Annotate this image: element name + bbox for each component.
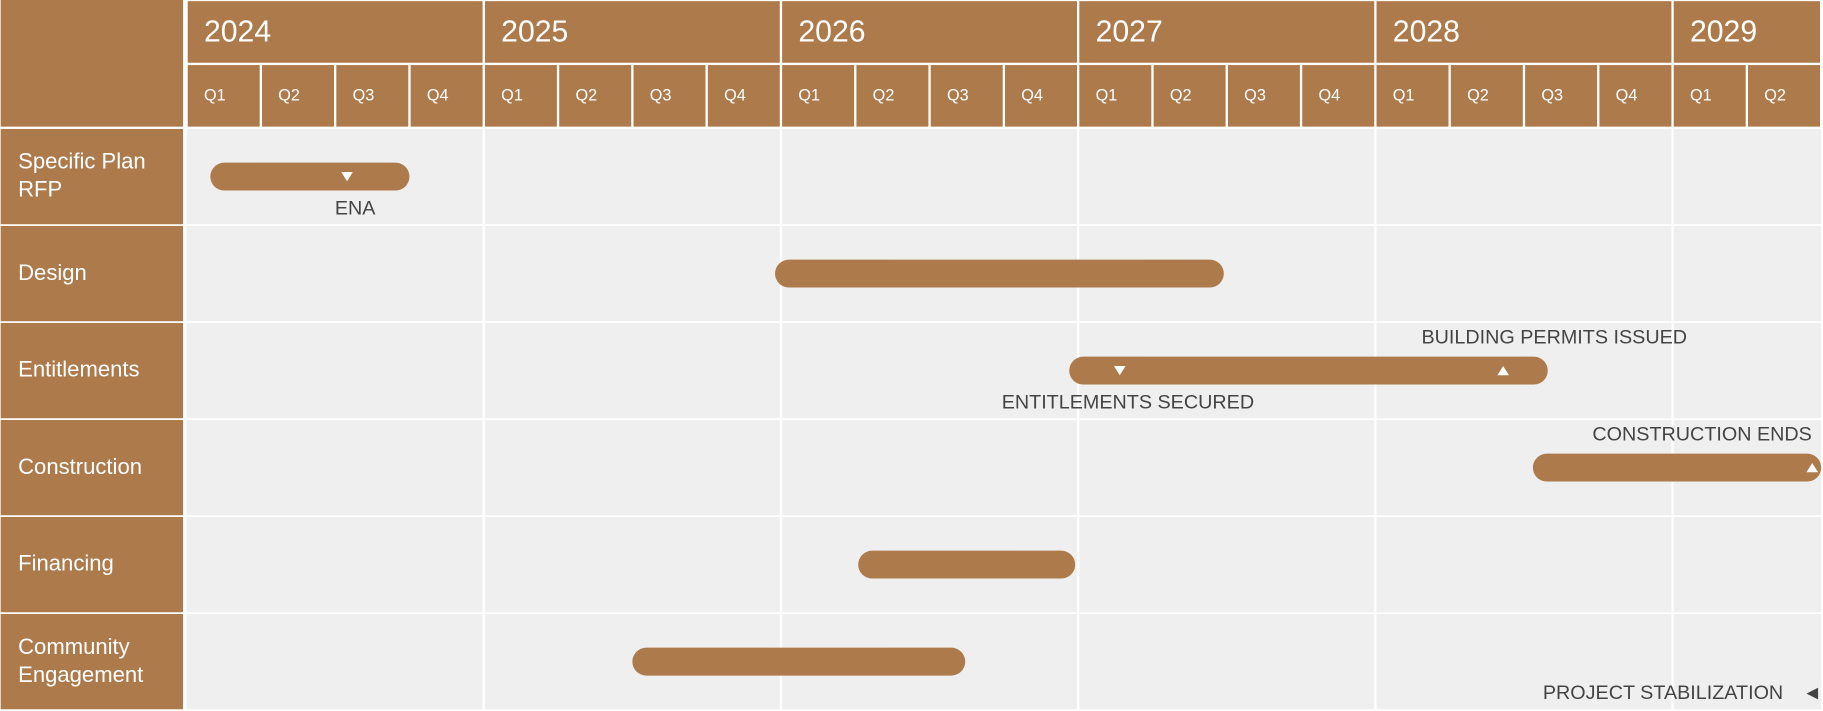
year-cell: [782, 1, 1077, 63]
quarter-label: Q4: [1616, 87, 1638, 105]
row-label: Design: [18, 260, 87, 286]
year-label: 2027: [1096, 16, 1163, 49]
quarter-label: Q1: [798, 87, 820, 105]
row-label-cell: [0, 225, 184, 322]
milestone-marker: [1806, 687, 1819, 700]
year-cell: [1376, 1, 1672, 63]
quarter-cell: [559, 65, 632, 127]
task-bar: [858, 550, 1076, 579]
quarter-cell: [1227, 65, 1300, 127]
quarter-cell: [187, 65, 260, 127]
quarter-label: Q3: [1541, 87, 1563, 105]
quarter-cell: [1376, 65, 1449, 127]
quarter-cell: [1525, 65, 1598, 127]
quarter-label: Q2: [1764, 87, 1786, 105]
quarter-label: Q2: [575, 87, 597, 105]
quarter-cell: [1153, 65, 1226, 127]
row-label-box: Specific Plan RFP: [18, 149, 146, 203]
quarter-label: Q1: [204, 87, 226, 105]
quarter-cell: [930, 65, 1003, 127]
quarter-cell: [1302, 65, 1375, 127]
row-label-cell: [0, 613, 184, 710]
quarter-cell: [1450, 65, 1523, 127]
row-label-cell: [0, 419, 184, 516]
milestone-label: CONSTRUCTION ENDS: [1592, 423, 1811, 445]
row-label-cell: [0, 516, 184, 613]
row-label: Community Engagement: [18, 634, 144, 688]
milestone-marker: [1497, 365, 1509, 376]
row-background: [186, 322, 1822, 419]
row-label-box: Community Engagement: [18, 634, 144, 688]
quarter-cell: [782, 65, 855, 127]
row-label-cell: [0, 128, 184, 225]
row-label-cell: [0, 322, 184, 419]
year-cell: [1079, 1, 1375, 63]
milestone-label: BUILDING PERMITS ISSUED: [1421, 326, 1687, 348]
quarter-label: Q3: [353, 87, 375, 105]
quarter-label: Q2: [873, 87, 895, 105]
task-bar: [1069, 356, 1548, 385]
row-background: [186, 128, 1822, 225]
row-label-box: Construction: [18, 454, 143, 480]
year-label: 2024: [204, 16, 271, 49]
quarter-label: Q4: [427, 87, 449, 105]
year-label: 2029: [1690, 16, 1757, 49]
row-label-box: Design: [18, 260, 87, 286]
quarter-label: Q1: [1690, 87, 1712, 105]
year-cell: [1673, 1, 1820, 63]
row-background: [186, 613, 1822, 710]
year-cell: [187, 1, 483, 63]
quarter-label: Q4: [1021, 87, 1043, 105]
milestone-label: ENA: [335, 197, 376, 219]
row-label: Entitlements: [18, 357, 140, 383]
quarter-label: Q2: [1467, 87, 1489, 105]
quarter-label: Q2: [1170, 87, 1192, 105]
year-label: 2028: [1393, 16, 1460, 49]
row-label: Financing: [18, 551, 114, 577]
row-label-box: Entitlements: [18, 357, 140, 383]
quarter-label: Q3: [650, 87, 672, 105]
quarter-label: Q1: [1393, 87, 1415, 105]
task-bar: [632, 647, 966, 676]
milestone-marker: [1806, 462, 1819, 473]
task-bar: [775, 259, 1224, 288]
quarter-cell: [633, 65, 706, 127]
quarter-cell: [410, 65, 483, 127]
quarter-label: Q1: [1096, 87, 1118, 105]
task-bar: [1532, 453, 1822, 482]
milestone-marker: [1113, 365, 1126, 376]
year-cell: [484, 1, 780, 63]
quarter-label: Q3: [947, 87, 969, 105]
quarter-cell: [1673, 65, 1746, 127]
year-label: 2025: [501, 16, 568, 49]
quarter-cell: [1599, 65, 1672, 127]
quarter-label: Q1: [501, 87, 523, 105]
quarter-cell: [856, 65, 929, 127]
task-bar: [210, 162, 410, 191]
quarter-cell: [1748, 65, 1820, 127]
quarter-label: Q3: [1244, 87, 1266, 105]
quarter-cell: [336, 65, 409, 127]
row-label-box: Financing: [18, 551, 114, 577]
year-label: 2026: [798, 16, 865, 49]
quarter-cell: [484, 65, 557, 127]
quarter-cell: [1079, 65, 1152, 127]
milestone-label: PROJECT STABILIZATION: [1543, 682, 1783, 704]
milestone-marker: [341, 171, 353, 182]
row-label: Construction: [18, 454, 143, 480]
quarter-label: Q4: [1318, 87, 1340, 105]
quarter-label: Q4: [724, 87, 746, 105]
corner-cell: [0, 0, 184, 127]
quarter-cell: [262, 65, 334, 127]
row-label: Specific Plan RFP: [18, 149, 146, 203]
quarter-cell: [1005, 65, 1077, 127]
quarter-label: Q2: [278, 87, 300, 105]
milestone-label: ENTITLEMENTS SECURED: [1002, 391, 1254, 413]
quarter-cell: [707, 65, 780, 127]
